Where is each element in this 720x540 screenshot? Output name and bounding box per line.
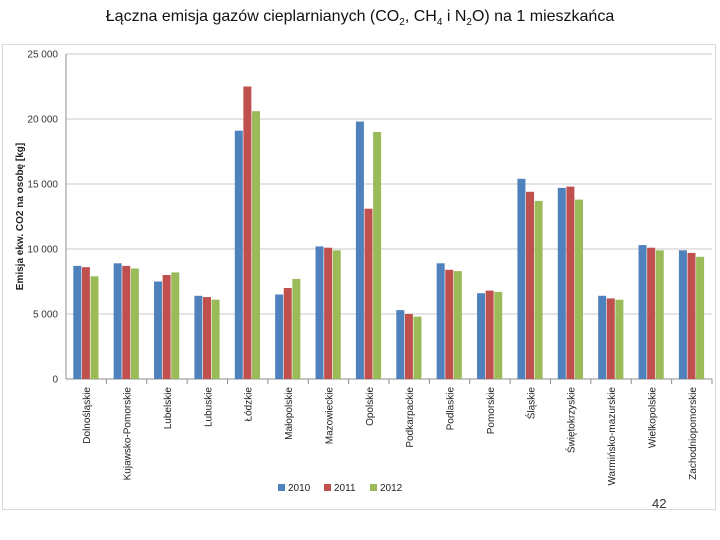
bar-2010 <box>638 245 647 379</box>
bar-2010 <box>113 263 122 379</box>
bar-2010 <box>557 187 566 379</box>
slide-title: Łączna emisja gazów cieplarnianych (CO2,… <box>105 8 615 29</box>
bar-2012 <box>453 271 462 379</box>
bar-2011 <box>526 191 535 379</box>
bar-2012 <box>696 256 705 379</box>
bar-2010 <box>194 295 203 379</box>
bar-2012 <box>332 250 341 379</box>
bar-2012 <box>655 250 664 379</box>
bar-2010 <box>436 263 445 379</box>
y-tick-label: 15 000 <box>27 180 58 191</box>
x-tick-label: Warmińsko-mazurskie <box>607 387 618 486</box>
bar-2011 <box>404 314 413 379</box>
x-tick-label: Zachodniopomorskie <box>688 387 699 480</box>
x-tick-label: Podlaskie <box>446 387 457 431</box>
bar-2010 <box>396 310 405 379</box>
page-number: 42 <box>652 496 667 511</box>
bar-2012 <box>373 132 382 379</box>
bar-2010 <box>73 265 82 379</box>
x-tick-label: Pomorskie <box>486 387 497 435</box>
x-tick-label: Dolnośląskie <box>82 387 93 444</box>
bar-2011 <box>283 288 292 379</box>
bar-2011 <box>162 275 171 379</box>
bar-2011 <box>81 267 90 379</box>
bar-2012 <box>292 278 301 379</box>
bar-2010 <box>355 121 364 379</box>
bar-2010 <box>477 293 486 379</box>
x-tick-label: Opolskie <box>365 387 376 426</box>
legend-swatch <box>324 484 331 491</box>
bar-2011 <box>445 269 454 379</box>
bar-2012 <box>413 316 422 379</box>
x-tick-label: Śląskie <box>524 387 537 420</box>
bar-2011 <box>364 208 373 379</box>
bar-2012 <box>211 299 220 379</box>
chart-frame <box>2 44 716 510</box>
x-tick-label: Małopolskie <box>284 387 295 440</box>
bar-2010 <box>275 294 284 379</box>
bar-2010 <box>678 250 687 379</box>
legend-label: 2012 <box>380 483 403 494</box>
bar-2011 <box>203 297 212 379</box>
y-tick-label: 0 <box>52 375 58 386</box>
legend-label: 2010 <box>288 483 311 494</box>
bar-2012 <box>534 200 543 379</box>
bar-2012 <box>494 291 503 379</box>
y-tick-label: 25 000 <box>27 50 58 61</box>
legend-label: 2011 <box>334 483 356 494</box>
bar-2011 <box>243 86 252 379</box>
legend-swatch <box>278 484 285 491</box>
y-tick-label: 10 000 <box>27 245 58 256</box>
x-tick-label: Wielkopolskie <box>647 387 658 449</box>
x-tick-label: Łódzkie <box>244 387 255 422</box>
x-tick-label: Świętokrzyskie <box>565 387 578 454</box>
bar-2012 <box>90 276 99 379</box>
bar-2012 <box>130 268 139 379</box>
bar-2010 <box>154 281 163 379</box>
legend-swatch <box>370 484 377 491</box>
y-axis-label: Emisja ekw. CO2 na osobę [kg] <box>15 143 26 290</box>
bar-2012 <box>251 111 260 379</box>
x-tick-label: Kujawsko-Pomorskie <box>123 387 134 481</box>
x-tick-label: Lubuskie <box>203 387 214 427</box>
bar-2012 <box>574 199 583 379</box>
bar-2010 <box>315 246 324 379</box>
bar-2012 <box>615 299 624 379</box>
bar-2011 <box>485 290 494 379</box>
x-tick-label: Podkarpackie <box>405 387 416 448</box>
x-tick-label: Mazowieckie <box>324 387 335 445</box>
bar-2011 <box>566 186 575 379</box>
y-tick-label: 20 000 <box>27 115 58 126</box>
bar-2011 <box>324 247 333 379</box>
y-tick-label: 5 000 <box>33 310 58 321</box>
bar-2010 <box>517 178 526 379</box>
bar-2011 <box>687 252 696 379</box>
bar-2011 <box>606 298 615 379</box>
bar-2011 <box>122 265 131 379</box>
x-tick-label: Lubelskie <box>163 387 174 430</box>
bar-2010 <box>234 130 243 379</box>
bar-2011 <box>647 247 656 379</box>
bar-2012 <box>171 272 180 379</box>
bar-2010 <box>598 295 607 379</box>
